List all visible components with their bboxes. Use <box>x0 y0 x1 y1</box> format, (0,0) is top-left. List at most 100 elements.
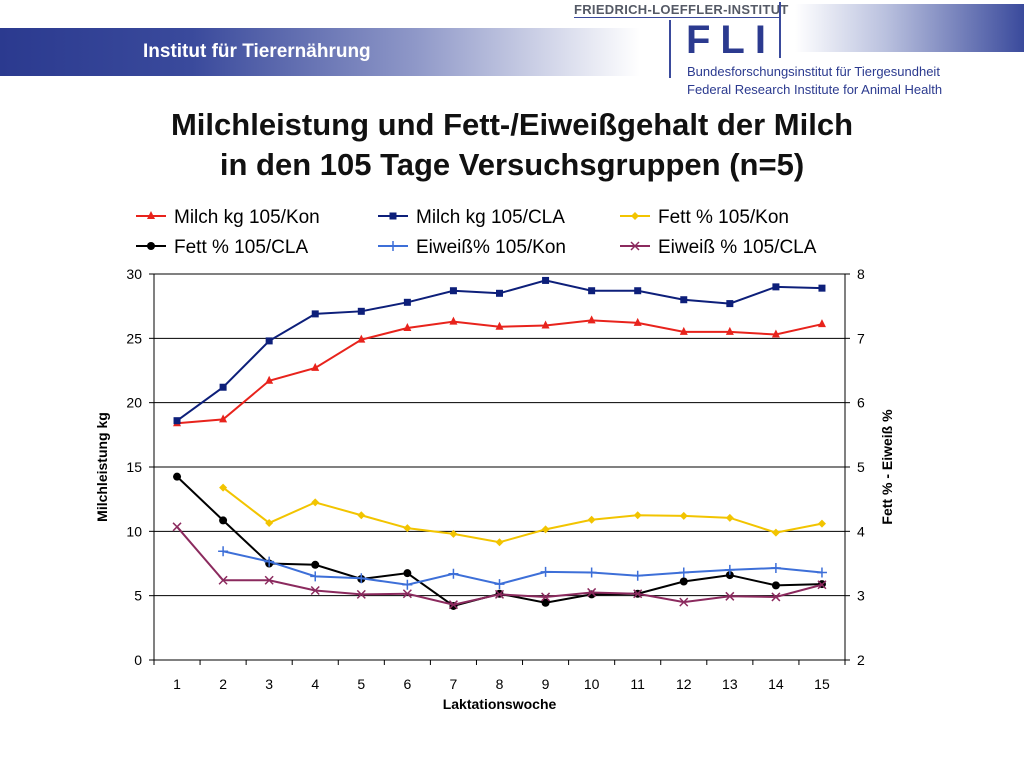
y2-tick-label: 3 <box>857 588 865 604</box>
data-point-series-6 <box>541 592 551 602</box>
data-point-series-5 <box>770 563 781 574</box>
data-point-series-3 <box>495 538 504 547</box>
data-point-series-3 <box>679 511 688 520</box>
data-point-series-6 <box>679 597 689 607</box>
data-point-series-6 <box>310 585 320 596</box>
data-point-series-3 <box>817 519 826 528</box>
legend-entry-2: Milch kg 105/CLA <box>416 207 565 228</box>
fli-fullname: FRIEDRICH-LOEFFLER-INSTITUT <box>574 2 789 17</box>
data-point-series-3 <box>725 513 734 522</box>
data-point-series-5 <box>632 570 643 581</box>
x-tick-label: 3 <box>265 676 273 692</box>
data-point-series-2 <box>680 296 688 304</box>
data-point-series-3 <box>587 515 596 524</box>
data-point-series-5 <box>586 567 597 578</box>
data-point-series-5 <box>494 579 505 590</box>
y2-tick-label: 7 <box>857 330 865 346</box>
data-point-series-4 <box>219 516 228 525</box>
data-point-series-4 <box>403 569 412 578</box>
legend-marker-3 <box>631 212 639 220</box>
fli-divider-right <box>779 2 781 58</box>
x-tick-label: 9 <box>542 676 550 692</box>
data-point-series-5 <box>264 556 275 567</box>
x-tick-label: 15 <box>814 676 830 692</box>
data-point-series-3 <box>357 511 366 520</box>
x-tick-label: 4 <box>311 676 319 692</box>
data-point-series-2 <box>357 307 365 315</box>
y2-axis-label: Fett % - Eiweiß % <box>879 409 895 525</box>
data-point-series-5 <box>218 546 229 557</box>
data-point-series-3 <box>403 524 412 533</box>
data-point-series-6 <box>402 589 412 599</box>
data-point-series-4 <box>173 472 182 481</box>
data-point-series-2 <box>818 284 826 292</box>
data-point-series-5 <box>448 568 459 579</box>
chart-title-line1: Milchleistung und Fett-/Eiweißgehalt der… <box>170 107 854 142</box>
x-axis-label: Laktationswoche <box>443 696 557 712</box>
data-point-series-2 <box>265 337 273 345</box>
y-tick-label: 25 <box>126 330 142 346</box>
data-point-series-6 <box>633 589 643 599</box>
data-point-series-1 <box>817 319 826 328</box>
data-point-series-6 <box>356 589 366 599</box>
legend-entry-3: Fett % 105/Kon <box>658 207 789 228</box>
data-point-series-4 <box>725 571 734 580</box>
y2-tick-label: 6 <box>857 395 865 411</box>
data-point-series-3 <box>541 525 550 534</box>
y2-tick-label: 5 <box>857 459 865 475</box>
data-point-series-4 <box>311 560 320 569</box>
x-tick-label: 5 <box>357 676 365 692</box>
data-point-series-1 <box>633 317 642 326</box>
data-point-series-1 <box>219 414 228 423</box>
x-tick-label: 1 <box>173 676 181 692</box>
data-point-series-1 <box>311 362 320 371</box>
data-point-series-1 <box>541 320 550 329</box>
data-point-series-2 <box>588 287 596 295</box>
legend-marker-1 <box>147 211 155 219</box>
legend-marker-5 <box>388 241 398 251</box>
data-point-series-3 <box>265 518 274 527</box>
series-line-2 <box>176 279 822 422</box>
header-banner <box>0 28 640 76</box>
x-tick-label: 14 <box>768 676 784 692</box>
data-point-series-1 <box>403 323 412 332</box>
data-point-series-2 <box>219 383 227 391</box>
data-point-series-6 <box>587 587 597 597</box>
y-tick-label: 15 <box>126 459 142 475</box>
fli-rule <box>574 17 779 18</box>
data-point-series-1 <box>357 334 366 343</box>
y2-tick-label: 4 <box>857 523 865 539</box>
data-point-series-5 <box>678 567 689 578</box>
data-point-series-2 <box>634 287 642 295</box>
y-tick-label: 10 <box>126 523 142 539</box>
x-tick-label: 13 <box>722 676 738 692</box>
data-point-series-2 <box>496 289 503 297</box>
x-tick-label: 6 <box>403 676 411 692</box>
institute-name: Institut für Tierernährung <box>143 41 371 62</box>
fli-divider-left <box>669 20 671 78</box>
series-line-1 <box>176 319 823 425</box>
data-point-series-6 <box>448 600 458 610</box>
data-point-series-1 <box>725 326 734 335</box>
y-tick-label: 0 <box>134 652 142 668</box>
x-tick-label: 8 <box>496 676 504 692</box>
data-point-series-6 <box>725 591 735 601</box>
data-point-series-3 <box>311 498 320 507</box>
legend-entry-1: Milch kg 105/Kon <box>174 207 320 228</box>
data-point-series-1 <box>771 329 780 338</box>
data-point-series-2 <box>403 298 411 306</box>
series-line-5 <box>222 550 823 586</box>
fli-logo: FLI <box>686 18 776 62</box>
data-point-series-2 <box>449 287 457 295</box>
data-point-series-3 <box>771 528 780 537</box>
data-point-series-2 <box>173 417 181 425</box>
series-line-3 <box>222 486 823 544</box>
x-tick-label: 12 <box>676 676 692 692</box>
legend-entry-4: Fett % 105/CLA <box>174 237 308 258</box>
data-point-series-2 <box>542 276 550 284</box>
legend-entry-6: Eiweiß % 105/CLA <box>658 237 817 258</box>
data-point-series-6 <box>494 589 505 599</box>
data-point-series-2 <box>311 310 319 318</box>
data-point-series-5 <box>816 567 827 578</box>
